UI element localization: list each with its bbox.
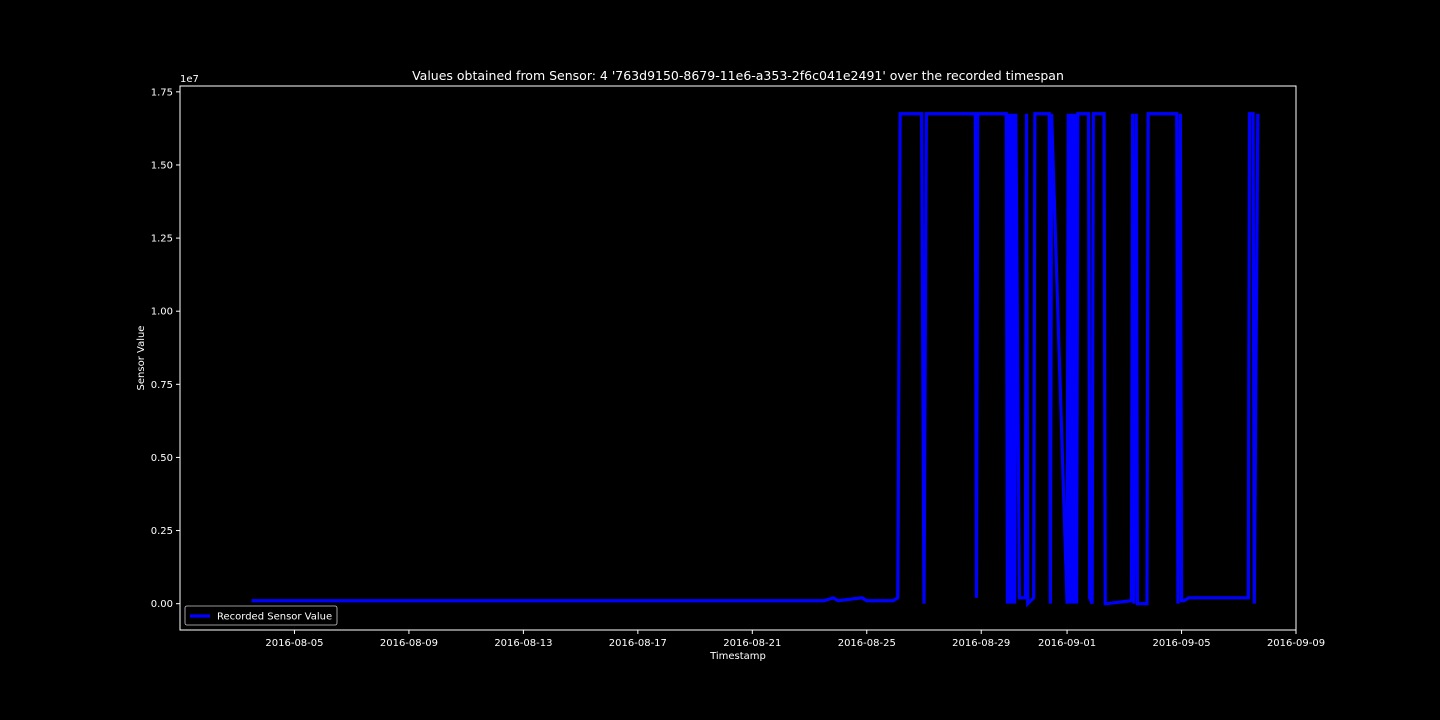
x-tick-label: 2016-09-05 (1152, 638, 1210, 649)
legend-entry-label: Recorded Sensor Value (217, 612, 332, 623)
x-tick-label: 2016-08-05 (265, 638, 323, 649)
x-tick-label: 2016-08-21 (723, 638, 781, 649)
y-axis-offset-label: 1e7 (180, 74, 199, 85)
legend: Recorded Sensor Value (184, 605, 338, 626)
y-tick-label: 0.25 (151, 526, 173, 537)
x-axis-label: Timestamp (709, 651, 766, 662)
plot-frame (179, 85, 1297, 631)
legend-box (184, 605, 338, 626)
series-line-recorded-sensor-value (251, 112, 1260, 608)
x-tick-label: 2016-08-29 (952, 638, 1010, 649)
plot-area (179, 85, 1297, 631)
chart-title: Values obtained from Sensor: 4 '763d9150… (412, 68, 1064, 83)
y-tick-label: 1.25 (151, 234, 173, 245)
x-tick-label: 2016-08-17 (609, 638, 667, 649)
y-axis-label: Sensor Value (136, 326, 147, 391)
x-tick-label: 2016-08-13 (494, 638, 552, 649)
y-tick-label: 0.00 (151, 599, 173, 610)
y-tick-label: 1.00 (151, 307, 173, 318)
x-tick-label: 2016-09-01 (1038, 638, 1096, 649)
y-tick-label: 0.75 (151, 380, 173, 391)
x-axis: 2016-08-05 2016-08-09 2016-08-13 2016-08-17… (265, 630, 1325, 649)
x-tick-label: 2016-08-25 (838, 638, 896, 649)
x-tick-label: 2016-09-09 (1267, 638, 1325, 649)
y-tick-label: 1.50 (151, 160, 173, 171)
y-tick-label: 1.75 (151, 87, 173, 98)
x-tick-label: 2016-08-09 (380, 638, 438, 649)
y-tick-label: 0.50 (151, 453, 173, 464)
y-axis: 0.00 0.25 0.50 0.75 1.00 1.25 1.50 1.75 (151, 87, 180, 610)
